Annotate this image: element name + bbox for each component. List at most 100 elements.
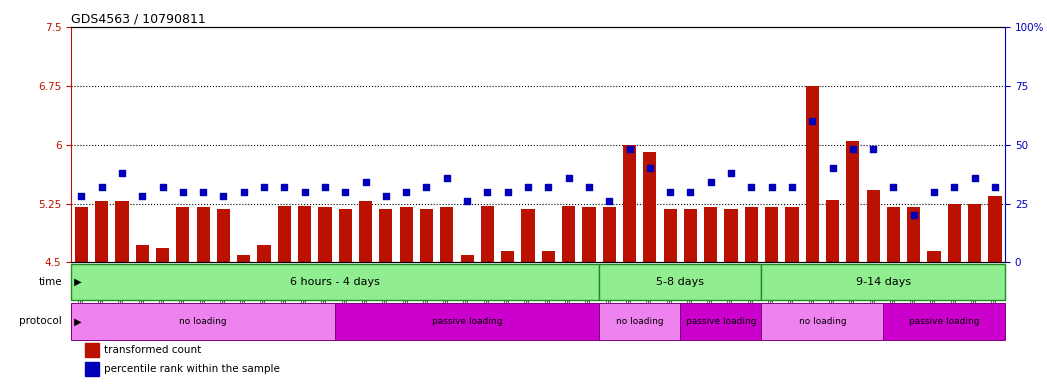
Bar [95, 201, 108, 262]
Point [316, 184, 333, 190]
Bar [887, 207, 900, 262]
Bar [521, 209, 535, 262]
Bar [988, 196, 1002, 262]
Bar [335, 303, 599, 340]
Text: transformed count: transformed count [104, 345, 201, 355]
Bar [136, 245, 149, 262]
Point [73, 194, 90, 200]
Bar [71, 263, 599, 300]
Text: 6 hours - 4 days: 6 hours - 4 days [290, 277, 380, 287]
Point [540, 184, 557, 190]
Bar [623, 145, 637, 262]
Point [926, 189, 942, 195]
Text: passive loading: passive loading [431, 317, 503, 326]
Bar [71, 303, 335, 340]
Point [480, 189, 496, 195]
Bar [705, 207, 717, 262]
Bar [765, 207, 778, 262]
Bar [156, 248, 170, 262]
Point [276, 184, 293, 190]
Bar [338, 209, 352, 262]
Text: passive loading: passive loading [686, 317, 756, 326]
Point [885, 184, 901, 190]
Point [519, 184, 536, 190]
Point [662, 189, 678, 195]
Point [824, 165, 841, 171]
Text: ▶: ▶ [71, 316, 82, 326]
Bar [277, 206, 291, 262]
Point [722, 170, 739, 176]
Point [215, 194, 231, 200]
Text: percentile rank within the sample: percentile rank within the sample [104, 364, 280, 374]
Point [499, 189, 516, 195]
Bar [217, 209, 230, 262]
Point [195, 189, 211, 195]
Text: 9-14 days: 9-14 days [855, 277, 911, 287]
Text: time: time [39, 277, 62, 287]
Point [337, 189, 354, 195]
Bar [968, 204, 981, 262]
Bar [725, 209, 738, 262]
Bar [744, 207, 758, 262]
Bar [379, 209, 393, 262]
Bar [359, 201, 372, 262]
Bar [400, 207, 413, 262]
Point [601, 198, 618, 204]
Point [906, 212, 922, 218]
Text: 5-8 days: 5-8 days [656, 277, 705, 287]
Point [418, 184, 435, 190]
Point [621, 146, 638, 152]
Point [398, 189, 415, 195]
Point [763, 184, 780, 190]
Point [946, 184, 963, 190]
Point [642, 165, 659, 171]
Text: no loading: no loading [179, 317, 227, 326]
Bar [176, 207, 190, 262]
Point [93, 184, 110, 190]
Bar [318, 207, 332, 262]
Bar [599, 303, 681, 340]
Point [378, 194, 395, 200]
Point [966, 175, 983, 181]
Bar [664, 209, 676, 262]
Bar [298, 206, 311, 262]
Point [804, 118, 821, 124]
Bar [197, 207, 209, 262]
Bar [948, 204, 961, 262]
Text: passive loading: passive loading [909, 317, 979, 326]
Point [357, 179, 374, 185]
Bar [440, 207, 453, 262]
Point [255, 184, 272, 190]
Point [682, 189, 698, 195]
Bar [643, 152, 656, 262]
Bar [785, 207, 799, 262]
Bar [481, 206, 494, 262]
Bar [907, 207, 920, 262]
Point [134, 194, 151, 200]
Bar [928, 251, 940, 262]
Bar [867, 190, 879, 262]
Bar [258, 245, 271, 262]
Bar [562, 206, 575, 262]
Bar [884, 303, 1005, 340]
Bar [846, 141, 860, 262]
Bar [684, 209, 697, 262]
Bar [85, 362, 99, 376]
Bar [582, 207, 596, 262]
Point [439, 175, 455, 181]
Bar [85, 343, 99, 357]
Bar [238, 255, 250, 262]
Bar [603, 207, 616, 262]
Bar [502, 251, 514, 262]
Point [986, 184, 1003, 190]
Point [560, 175, 577, 181]
Bar [681, 303, 761, 340]
Bar [115, 201, 129, 262]
Bar [420, 209, 433, 262]
Point [743, 184, 760, 190]
Bar [461, 255, 473, 262]
Point [113, 170, 130, 176]
Point [783, 184, 800, 190]
Bar [599, 263, 761, 300]
Point [175, 189, 192, 195]
